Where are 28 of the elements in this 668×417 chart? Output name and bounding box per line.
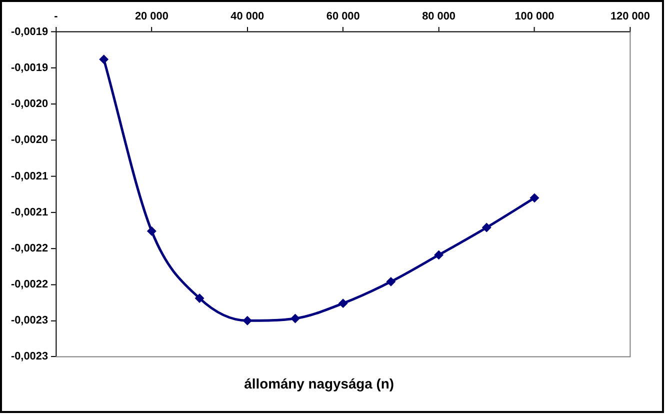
y-tick-label: -0,0020 — [10, 134, 48, 146]
point — [243, 316, 252, 325]
x-tick-label: 60 000 — [326, 10, 360, 22]
point — [434, 250, 444, 260]
y-tick-label: -0,0022 — [10, 242, 48, 254]
point — [100, 55, 108, 64]
x-tick-label: 100 000 — [514, 10, 554, 22]
y-tick-label: -0,0021 — [10, 206, 48, 218]
point — [291, 314, 300, 323]
x-axis-title: állomány nagysága (n) — [244, 376, 394, 392]
point — [195, 294, 204, 302]
y-tick-label: -0,0023 — [10, 314, 48, 327]
x-tick-label: - — [54, 10, 58, 22]
x-tick-label: 20 000 — [134, 10, 168, 22]
point — [482, 223, 491, 232]
y-tick-label: -0,0023 — [10, 350, 48, 363]
point — [386, 277, 396, 286]
x-tick-label: 80 000 — [422, 10, 456, 22]
point — [530, 194, 539, 202]
y-tick-label: -0,0019 — [10, 26, 48, 38]
y-tick-label: -0,0019 — [10, 62, 48, 74]
x-tick-label: 40 000 — [230, 10, 264, 22]
y-tick-label: -0,0022 — [10, 278, 48, 291]
point — [338, 299, 348, 308]
point — [147, 226, 156, 236]
y-tick-label: -0,0021 — [10, 170, 48, 182]
y-tick-label: -0,0020 — [10, 98, 48, 110]
x-tick-label: 120 000 — [610, 10, 650, 22]
